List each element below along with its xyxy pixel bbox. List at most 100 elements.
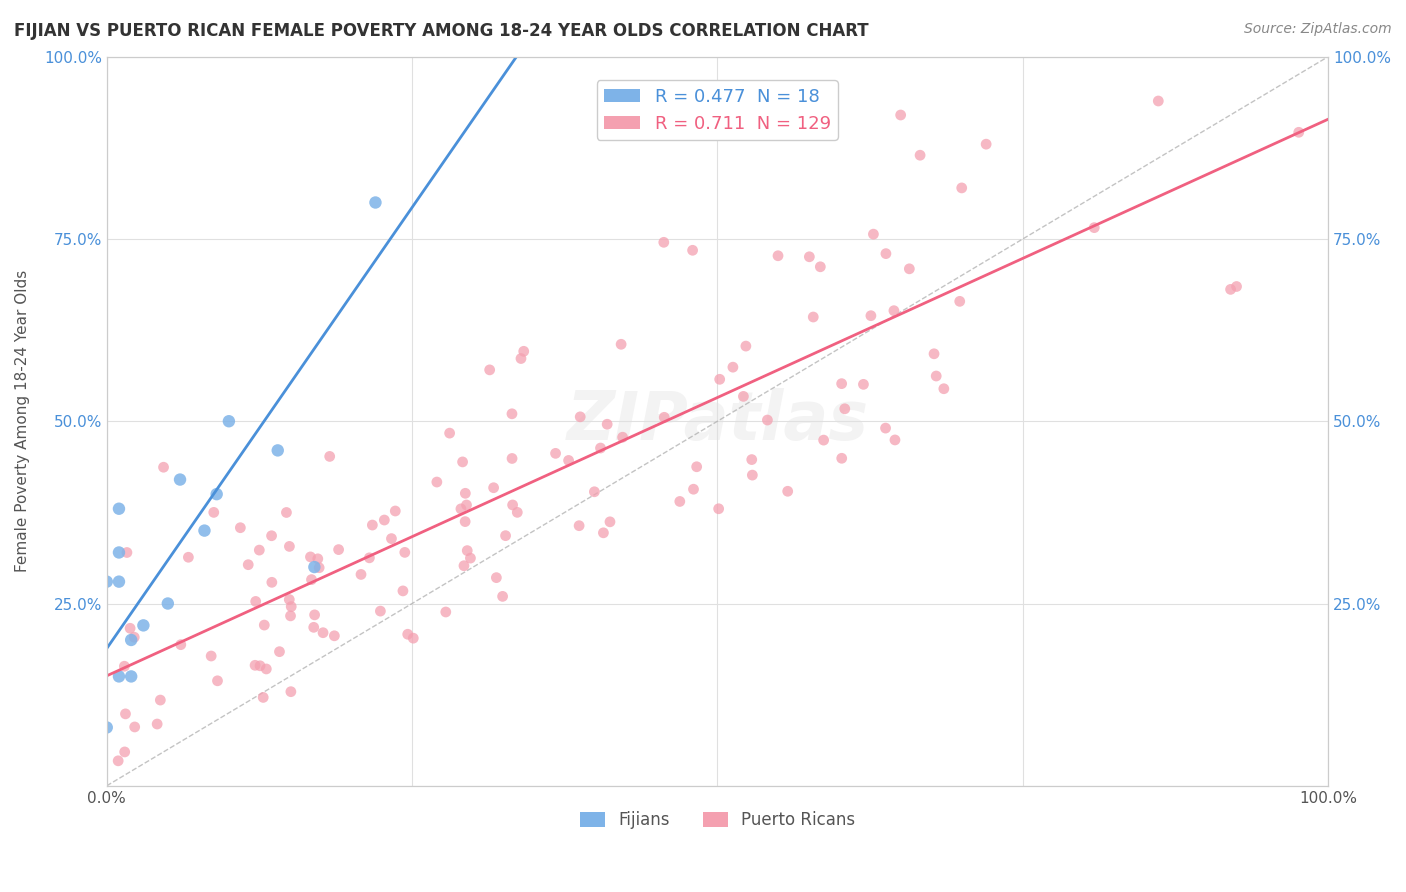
Puerto Ricans [799, 250, 821, 264]
Fijians [120, 669, 142, 683]
Puerto Ricans [510, 351, 533, 366]
Puerto Ricans [122, 630, 145, 644]
Puerto Ricans [495, 529, 517, 543]
Puerto Ricans [304, 607, 326, 622]
Puerto Ricans [460, 551, 482, 566]
Puerto Ricans [245, 594, 267, 608]
Text: Source: ZipAtlas.com: Source: ZipAtlas.com [1244, 22, 1392, 37]
Puerto Ricans [114, 745, 136, 759]
Puerto Ricans [299, 549, 322, 564]
Puerto Ricans [852, 377, 875, 392]
Puerto Ricans [482, 481, 505, 495]
Puerto Ricans [808, 260, 831, 274]
Fijians [156, 597, 179, 611]
Puerto Ricans [652, 410, 675, 425]
Puerto Ricans [152, 460, 174, 475]
Puerto Ricans [254, 662, 277, 676]
Puerto Ricans [544, 446, 567, 460]
Puerto Ricans [434, 605, 457, 619]
Puerto Ricans [249, 658, 271, 673]
Puerto Ricans [308, 560, 330, 574]
Puerto Ricans [592, 525, 614, 540]
Puerto Ricans [456, 543, 478, 558]
Puerto Ricans [107, 754, 129, 768]
Puerto Ricans [766, 249, 789, 263]
Puerto Ricans [883, 303, 905, 318]
Puerto Ricans [454, 486, 477, 500]
Puerto Ricans [974, 137, 997, 152]
Fijians [132, 618, 155, 632]
Puerto Ricans [229, 521, 252, 535]
Puerto Ricans [202, 505, 225, 519]
Puerto Ricans [238, 558, 260, 572]
Puerto Ricans [276, 506, 298, 520]
Puerto Ricans [884, 433, 907, 447]
Puerto Ricans [596, 417, 619, 432]
Puerto Ricans [768, 122, 790, 136]
Puerto Ricans [426, 475, 449, 489]
Puerto Ricans [501, 451, 523, 466]
Puerto Ricans [478, 363, 501, 377]
Puerto Ricans [707, 501, 730, 516]
Puerto Ricans [890, 108, 912, 122]
Puerto Ricans [557, 453, 579, 467]
Fijians [96, 574, 118, 589]
Puerto Ricans [323, 629, 346, 643]
Puerto Ricans [280, 608, 302, 623]
Puerto Ricans [120, 621, 142, 635]
Fijians [267, 443, 290, 458]
Puerto Ricans [396, 627, 419, 641]
Puerto Ricans [373, 513, 395, 527]
Puerto Ricans [1147, 94, 1170, 108]
Puerto Ricans [756, 413, 779, 427]
Fijians [450, 35, 472, 49]
Puerto Ricans [318, 450, 340, 464]
Puerto Ricans [950, 181, 973, 195]
Puerto Ricans [686, 459, 709, 474]
Puerto Ricans [709, 372, 731, 386]
Fijians [108, 574, 131, 589]
Puerto Ricans [114, 706, 136, 721]
Puerto Ricans [451, 455, 474, 469]
Puerto Ricans [207, 673, 229, 688]
Puerto Ricans [359, 550, 381, 565]
Puerto Ricans [733, 389, 755, 403]
Puerto Ricans [252, 690, 274, 705]
Puerto Ricans [741, 468, 763, 483]
Puerto Ricans [301, 573, 323, 587]
Puerto Ricans [831, 376, 853, 391]
Puerto Ricans [589, 441, 612, 455]
Puerto Ricans [669, 494, 692, 508]
Puerto Ricans [302, 620, 325, 634]
Puerto Ricans [243, 658, 266, 673]
Puerto Ricans [506, 505, 529, 519]
Puerto Ricans [456, 498, 478, 512]
Puerto Ricans [1083, 220, 1105, 235]
Puerto Ricans [859, 309, 882, 323]
Puerto Ricans [384, 504, 406, 518]
Puerto Ricans [350, 567, 373, 582]
Puerto Ricans [200, 648, 222, 663]
Puerto Ricans [394, 545, 416, 559]
Puerto Ricans [485, 571, 508, 585]
Puerto Ricans [361, 518, 384, 533]
Puerto Ricans [501, 407, 523, 421]
Puerto Ricans [491, 590, 513, 604]
Puerto Ricans [875, 246, 897, 260]
Puerto Ricans [278, 540, 301, 554]
Fijians [364, 195, 387, 210]
Puerto Ricans [652, 235, 675, 250]
Puerto Ricans [831, 451, 853, 466]
Puerto Ricans [1225, 279, 1247, 293]
Puerto Ricans [502, 498, 524, 512]
Fijians [108, 669, 131, 683]
Puerto Ricans [1288, 125, 1310, 139]
Text: FIJIAN VS PUERTO RICAN FEMALE POVERTY AMONG 18-24 YEAR OLDS CORRELATION CHART: FIJIAN VS PUERTO RICAN FEMALE POVERTY AM… [14, 22, 869, 40]
Puerto Ricans [908, 148, 931, 162]
Puerto Ricans [734, 339, 756, 353]
Puerto Ricans [149, 693, 172, 707]
Puerto Ricans [898, 261, 921, 276]
Puerto Ricans [569, 409, 592, 424]
Puerto Ricans [682, 482, 704, 496]
Puerto Ricans [925, 369, 948, 384]
